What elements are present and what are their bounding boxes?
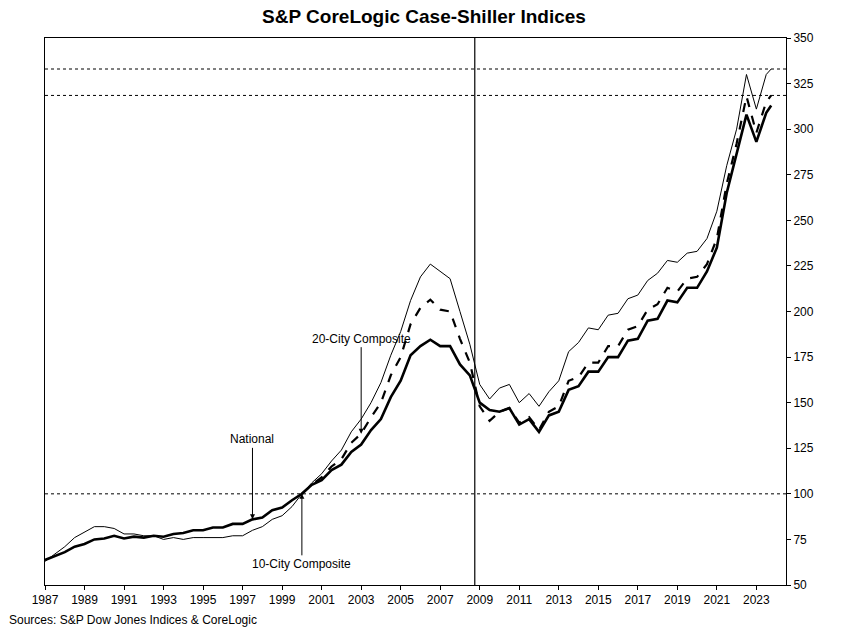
svg-text:50: 50 xyxy=(793,578,807,592)
svg-text:1995: 1995 xyxy=(190,593,217,607)
svg-text:2023: 2023 xyxy=(743,593,770,607)
svg-text:2019: 2019 xyxy=(664,593,691,607)
svg-text:National: National xyxy=(230,432,274,446)
svg-text:100: 100 xyxy=(793,487,813,501)
svg-text:2003: 2003 xyxy=(348,593,375,607)
svg-text:S&P CoreLogic Case-Shiller Ind: S&P CoreLogic Case-Shiller Indices xyxy=(262,6,586,27)
svg-text:Sources: S&P Dow Jones Indices: Sources: S&P Dow Jones Indices & CoreLog… xyxy=(9,613,257,627)
svg-text:1987: 1987 xyxy=(32,593,59,607)
svg-text:1999: 1999 xyxy=(269,593,296,607)
svg-text:20-City Composite: 20-City Composite xyxy=(312,332,411,346)
svg-text:2021: 2021 xyxy=(703,593,730,607)
svg-text:2005: 2005 xyxy=(387,593,414,607)
svg-text:200: 200 xyxy=(793,305,813,319)
svg-text:2017: 2017 xyxy=(624,593,651,607)
svg-text:350: 350 xyxy=(793,31,813,45)
svg-text:275: 275 xyxy=(793,168,813,182)
svg-text:250: 250 xyxy=(793,214,813,228)
svg-text:2011: 2011 xyxy=(506,593,532,607)
svg-text:75: 75 xyxy=(793,533,807,547)
svg-text:300: 300 xyxy=(793,122,813,136)
svg-text:10-City Composite: 10-City Composite xyxy=(252,557,351,571)
svg-text:225: 225 xyxy=(793,259,813,273)
svg-text:1989: 1989 xyxy=(71,593,98,607)
svg-text:325: 325 xyxy=(793,77,813,91)
svg-text:2001: 2001 xyxy=(308,593,335,607)
svg-text:125: 125 xyxy=(793,441,813,455)
svg-text:2007: 2007 xyxy=(427,593,454,607)
svg-text:1991: 1991 xyxy=(111,593,138,607)
svg-text:2015: 2015 xyxy=(585,593,612,607)
svg-text:2013: 2013 xyxy=(545,593,572,607)
svg-text:1993: 1993 xyxy=(150,593,177,607)
svg-text:175: 175 xyxy=(793,350,813,364)
svg-text:2009: 2009 xyxy=(466,593,493,607)
svg-text:150: 150 xyxy=(793,396,813,410)
svg-text:1997: 1997 xyxy=(229,593,256,607)
